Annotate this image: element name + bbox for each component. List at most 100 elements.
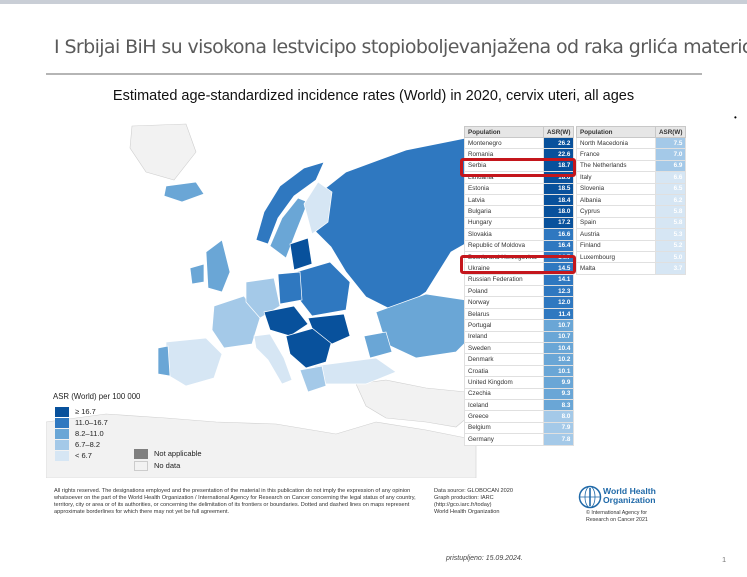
table-row: Czechia 9.3 bbox=[464, 387, 575, 401]
table-row: Germany 7.8 bbox=[464, 433, 575, 446]
asr-value: 7.5 bbox=[654, 136, 687, 150]
legend-swatch bbox=[55, 406, 69, 417]
map-africa-no-data bbox=[46, 413, 477, 478]
margin-bullet: • bbox=[734, 113, 737, 122]
table-row: Spain 5.8 bbox=[576, 216, 687, 230]
table2-header-asr: ASR(W) bbox=[654, 126, 687, 138]
asr-value: 5.2 bbox=[654, 239, 687, 252]
population-name: Finland bbox=[576, 239, 656, 252]
legend-label: 6.7–8.2 bbox=[75, 440, 101, 449]
asr-value: 16.6 bbox=[542, 228, 575, 241]
table-row: Belgium 7.9 bbox=[464, 421, 575, 435]
map-finland bbox=[303, 181, 333, 235]
table-row: Portugal 10.7 bbox=[464, 319, 575, 332]
table-row: Montenegro 26.2 bbox=[464, 136, 575, 150]
ranking-table-2: Population ASR(W) North Macedonia 7.5 Fran… bbox=[576, 126, 687, 275]
population-name: Slovakia bbox=[464, 228, 544, 241]
asr-value: 5.8 bbox=[654, 216, 687, 230]
population-name: United Kingdom bbox=[464, 376, 544, 389]
iarc-line-2: Research on Cancer 2021 bbox=[586, 516, 648, 523]
table-row: Latvia 18.4 bbox=[464, 193, 575, 207]
asr-value: 7.0 bbox=[654, 148, 687, 161]
table-row: Slovenia 6.5 bbox=[576, 182, 687, 195]
asr-value: 10.4 bbox=[542, 342, 575, 355]
map-central-europe bbox=[263, 305, 309, 337]
table-row: Estonia 18.5 bbox=[464, 182, 575, 195]
table-row: Hungary 17.2 bbox=[464, 216, 575, 230]
map-caucasus bbox=[363, 331, 393, 359]
legend-swatch-na bbox=[134, 448, 148, 459]
table-row: Ireland 10.7 bbox=[464, 330, 575, 344]
asr-value: 5.3 bbox=[654, 228, 687, 241]
legend-title: ASR (World) per 100 000 bbox=[53, 392, 141, 401]
table-row: Cyprus 5.8 bbox=[576, 205, 687, 218]
legend-label: 11.0–16.7 bbox=[75, 418, 108, 427]
population-name: Greece bbox=[464, 410, 544, 423]
population-name: Luxembourg bbox=[576, 250, 656, 264]
legend-swatch bbox=[55, 450, 69, 461]
legend-swatch bbox=[55, 428, 69, 439]
table-row: Greece 8.0 bbox=[464, 410, 575, 423]
legend-label-nodata: No data bbox=[154, 461, 181, 470]
map-romania bbox=[307, 313, 351, 345]
asr-value: 18.4 bbox=[542, 193, 575, 207]
legend-label-na: Not applicable bbox=[154, 449, 202, 458]
legend-item: 6.7–8.2 bbox=[55, 439, 100, 450]
map-iceland bbox=[163, 181, 205, 203]
population-name: Ireland bbox=[464, 330, 544, 344]
table-row: Iceland 8.3 bbox=[464, 398, 575, 412]
map-ireland bbox=[189, 263, 205, 285]
population-name: Belgium bbox=[464, 421, 544, 435]
legend-label: ≥ 16.7 bbox=[75, 407, 96, 416]
legend-label: 8.2–11.0 bbox=[75, 429, 104, 438]
slide-title: I Srbijai BiH su visokona lestvicipo sto… bbox=[54, 36, 747, 58]
table-row: Slovakia 16.6 bbox=[464, 228, 575, 241]
table-row: Italy 6.6 bbox=[576, 171, 687, 184]
asr-value: 5.8 bbox=[654, 205, 687, 218]
asr-value: 8.3 bbox=[542, 398, 575, 412]
legend-swatch-nodata bbox=[134, 460, 148, 471]
population-name: Denmark bbox=[464, 353, 544, 366]
legend-item: 8.2–11.0 bbox=[55, 428, 104, 439]
who-line-2: Organization bbox=[603, 495, 656, 505]
source-line-1: Data source: GLOBOCAN 2020 bbox=[434, 488, 513, 494]
population-name: Spain bbox=[576, 216, 656, 230]
asr-value: 3.7 bbox=[654, 262, 687, 275]
asr-value: 10.7 bbox=[542, 330, 575, 344]
map-baltics bbox=[289, 237, 313, 271]
asr-value: 7.8 bbox=[542, 433, 575, 446]
population-name: Bulgaria bbox=[464, 205, 544, 218]
legend-swatch bbox=[55, 439, 69, 450]
source-line-3: (http://gco.iarc.fr/today) bbox=[434, 502, 492, 508]
ranking-table-1: Population ASR(W) Montenegro 26.2 Romania 2… bbox=[464, 126, 575, 446]
table-row: United Kingdom 9.9 bbox=[464, 376, 575, 389]
asr-value: 5.0 bbox=[654, 250, 687, 264]
table-row: Bulgaria 18.0 bbox=[464, 205, 575, 218]
who-line-1: World Health bbox=[603, 486, 656, 496]
highlight-bosnia-and-herzegovina bbox=[460, 255, 576, 274]
population-name: Croatia bbox=[464, 364, 544, 378]
map-france bbox=[211, 295, 261, 349]
population-name: Italy bbox=[576, 171, 656, 184]
map-greece bbox=[299, 365, 327, 393]
legend-no-data: No data bbox=[134, 460, 180, 471]
who-emblem-icon bbox=[578, 485, 602, 509]
table-row: Denmark 10.2 bbox=[464, 353, 575, 366]
population-name: Cyprus bbox=[576, 205, 656, 218]
legend-label: < 6.7 bbox=[75, 451, 92, 460]
population-name: Czechia bbox=[464, 387, 544, 401]
highlight-serbia bbox=[460, 158, 576, 177]
table-row: Romania 22.6 bbox=[464, 148, 575, 161]
population-name: North Macedonia bbox=[576, 136, 656, 150]
population-name: Poland bbox=[464, 285, 544, 298]
footer-disclaimer: All rights reserved. The designations em… bbox=[54, 488, 416, 515]
asr-value: 14.1 bbox=[542, 273, 575, 287]
page-number: 1 bbox=[722, 555, 727, 564]
legend-swatch bbox=[55, 417, 69, 428]
population-name: The Netherlands bbox=[576, 159, 656, 173]
table-row: The Netherlands 6.9 bbox=[576, 159, 687, 173]
asr-value: 9.3 bbox=[542, 387, 575, 401]
iarc-line-1: © International Agency for bbox=[586, 510, 648, 516]
table-row: Belarus 11.4 bbox=[464, 307, 575, 321]
asr-value: 18.0 bbox=[542, 205, 575, 218]
